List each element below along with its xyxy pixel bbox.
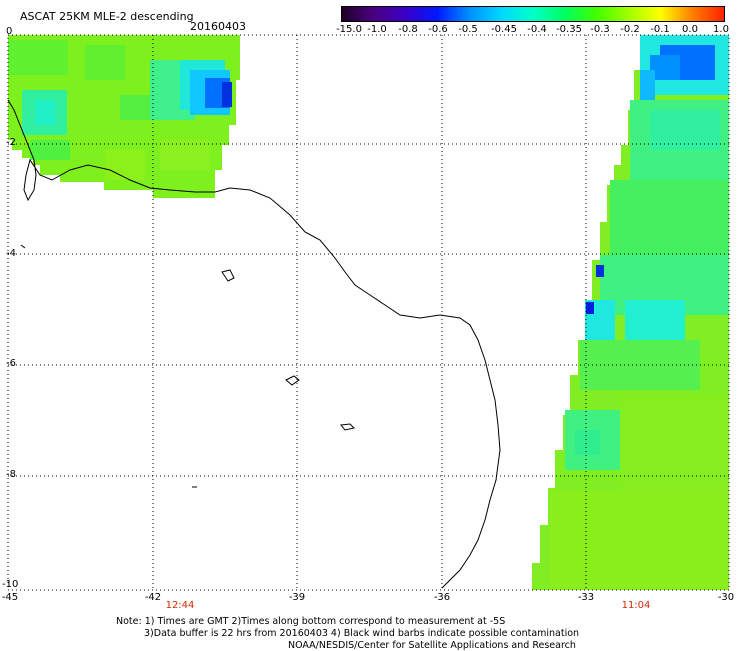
lon-label: -39 [288,592,306,603]
colorbar [341,6,725,22]
lat-label: -8 [6,469,16,480]
colorbar-label: 1.0 [713,24,729,35]
lon-label: -36 [433,592,451,603]
colorbar-label: 0.0 [682,24,698,35]
colorbar-label: -0.5 [458,24,478,35]
colorbar-label: -0.45 [491,24,517,35]
lat-label: 0 [6,26,13,37]
colorbar-label: -0.6 [428,24,448,35]
colorbar-label: -0.1 [650,24,670,35]
right-swath [532,35,729,590]
colorbar-labels: -15.0 -1.0 -0.8 -0.6 -0.5 -0.45 -0.4 -0.… [326,24,738,36]
note-line-2: 3)Data buffer is 22 hrs from 20160403 4)… [144,628,580,639]
lon-label: -30 [717,592,735,603]
colorbar-label: -1.0 [367,24,387,35]
lon-label: -45 [1,592,19,603]
note-line-1: Note: 1) Times are GMT 2)Times along bot… [116,616,506,627]
lat-lon-grid [8,35,729,590]
lat-label: -2 [6,137,16,148]
colorbar-label: -0.4 [527,24,547,35]
pass-time-right: 11:04 [621,600,651,611]
colorbar-label: -15.0 [336,24,362,35]
colorbar-label: -0.3 [590,24,610,35]
colorbar-label: -0.8 [398,24,418,35]
map-title: ASCAT 25KM MLE-2 descending [20,10,194,23]
left-swath [8,35,240,198]
note-line-3: NOAA/NESDIS/Center for Satellite Applica… [288,640,576,651]
colorbar-label: -0.2 [620,24,640,35]
lon-label: -33 [577,592,595,603]
pass-time-left: 12:44 [165,600,195,611]
lat-label: -4 [6,248,16,259]
colorbar-label: -0.35 [556,24,582,35]
map-date: 20160403 [190,20,246,33]
lon-label: -42 [144,592,162,603]
lat-label: -6 [6,358,16,369]
lat-label: -10 [2,579,19,590]
map-frame [7,34,730,591]
